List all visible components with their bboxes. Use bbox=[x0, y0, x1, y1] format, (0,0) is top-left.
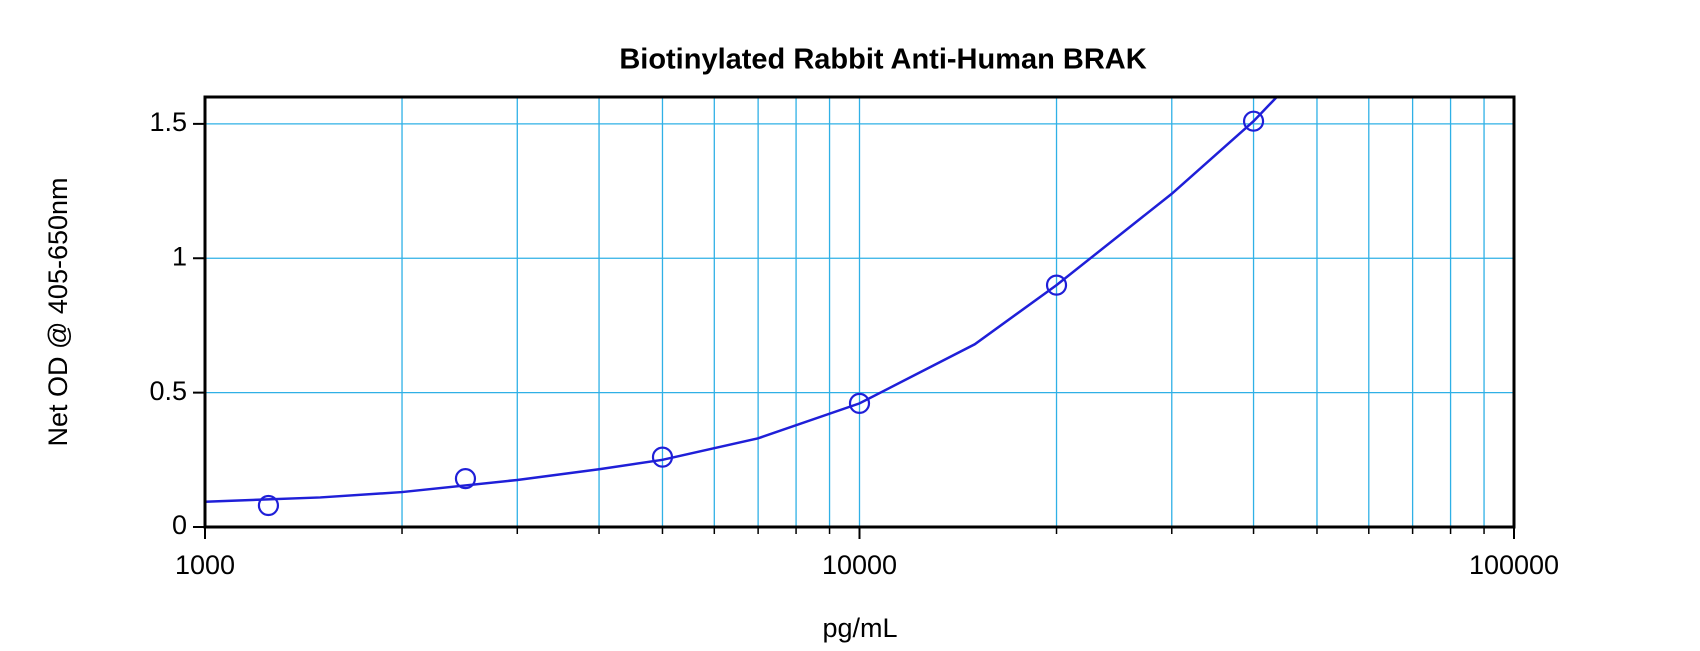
data-point bbox=[454, 468, 477, 490]
y-tick-label: 0.5 bbox=[149, 376, 187, 406]
plot-frame bbox=[203, 95, 1516, 529]
data-point bbox=[1242, 110, 1265, 132]
data-point bbox=[848, 392, 871, 414]
y-axis-label: Net OD @ 405-650nm bbox=[43, 177, 73, 446]
y-tick-label: 0 bbox=[172, 510, 187, 540]
y-tick-label: 1 bbox=[172, 241, 187, 271]
x-axis-label: pg/mL bbox=[822, 613, 897, 643]
data-point bbox=[1045, 274, 1068, 296]
chart-title: Biotinylated Rabbit Anti-Human BRAK bbox=[619, 44, 1146, 76]
fit-curve bbox=[205, 97, 1278, 503]
y-tick-label: 1.5 bbox=[149, 107, 187, 137]
data-point bbox=[257, 494, 280, 517]
x-tick-label: 10000 bbox=[822, 550, 897, 580]
x-tick-label: 1000 bbox=[175, 550, 235, 580]
x-tick-label: 100000 bbox=[1469, 550, 1559, 580]
